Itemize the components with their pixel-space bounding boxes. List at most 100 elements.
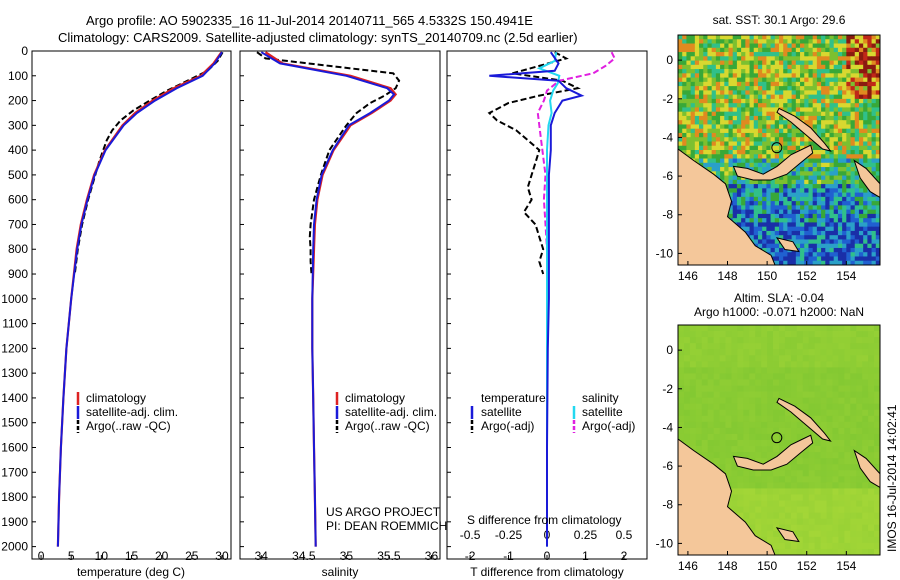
sla-cell bbox=[850, 421, 857, 429]
sla-cell bbox=[856, 427, 863, 435]
sst-cell bbox=[842, 107, 847, 113]
sla-cell bbox=[707, 331, 715, 338]
sst-cell bbox=[741, 162, 746, 168]
lat-tick-label: -10 bbox=[656, 246, 674, 260]
sla-cell bbox=[844, 470, 851, 477]
sst-cell bbox=[724, 47, 729, 53]
sst-cell bbox=[749, 43, 755, 49]
sla-cell bbox=[820, 355, 827, 362]
sla-cell bbox=[850, 337, 857, 344]
sst-cell bbox=[762, 52, 767, 57]
sst-cell bbox=[821, 150, 826, 155]
sst-cell bbox=[812, 162, 818, 168]
sst-cell bbox=[678, 86, 683, 91]
sla-cell bbox=[790, 458, 798, 465]
sla-cell bbox=[844, 403, 851, 411]
sla-cell bbox=[826, 470, 833, 477]
sst-cell bbox=[800, 137, 805, 142]
sst-cell bbox=[867, 90, 872, 96]
sla-cell bbox=[695, 415, 703, 423]
sst-cell bbox=[694, 145, 700, 151]
sla-cell bbox=[868, 512, 875, 520]
sst-cell bbox=[863, 209, 868, 215]
sla-cell bbox=[713, 355, 720, 362]
sst-cell bbox=[854, 81, 860, 87]
sst-cell bbox=[690, 81, 696, 87]
sst-cell bbox=[745, 196, 750, 202]
sla-cell bbox=[767, 343, 774, 350]
sla-cell bbox=[814, 506, 821, 514]
sst-cell bbox=[779, 115, 784, 121]
sst-cell bbox=[837, 145, 843, 151]
sla-cell bbox=[773, 518, 780, 526]
sla-cell bbox=[743, 506, 750, 514]
sla-cell bbox=[719, 458, 726, 465]
sst-cell bbox=[766, 162, 771, 168]
sst-cell bbox=[816, 252, 822, 257]
sst-cell bbox=[821, 252, 826, 257]
sla-cell bbox=[784, 494, 792, 501]
salinity-satellite-line bbox=[260, 51, 396, 547]
sst-cell bbox=[837, 111, 843, 117]
sst-cell bbox=[678, 132, 683, 138]
sla-cell bbox=[701, 433, 709, 441]
sst-cell bbox=[812, 247, 818, 253]
sst-cell bbox=[825, 86, 830, 91]
sst-cell bbox=[842, 154, 847, 159]
sst-cell bbox=[766, 201, 771, 206]
sst-cell bbox=[694, 64, 700, 70]
sla-cell bbox=[784, 482, 792, 489]
sla-cell bbox=[701, 427, 709, 435]
sst-cell bbox=[707, 115, 713, 121]
sst-cell bbox=[825, 188, 830, 193]
sst-cell bbox=[858, 243, 864, 249]
sst-cell bbox=[791, 171, 797, 176]
sst-cell bbox=[833, 60, 839, 66]
sla-cell bbox=[790, 494, 798, 501]
sla-cell bbox=[820, 500, 827, 507]
sst-cell bbox=[732, 69, 738, 74]
sla-cell bbox=[856, 331, 863, 338]
sst-cell bbox=[846, 179, 851, 185]
sst-cell bbox=[821, 196, 826, 202]
sst-cell bbox=[757, 154, 763, 159]
sst-cell bbox=[745, 141, 750, 147]
sla-cell bbox=[826, 379, 833, 386]
sla-cell bbox=[856, 524, 863, 532]
sla-cell bbox=[850, 385, 857, 392]
sla-cell bbox=[737, 397, 744, 405]
sst-cell bbox=[720, 115, 725, 121]
sst-cell bbox=[787, 64, 793, 70]
sst-cell bbox=[837, 132, 843, 138]
sla-cell bbox=[779, 548, 786, 555]
sst-cell bbox=[795, 132, 801, 138]
sst-cell bbox=[825, 213, 830, 219]
sla-cell bbox=[844, 506, 851, 514]
sla-cell bbox=[838, 325, 845, 332]
sst-cell bbox=[867, 239, 872, 245]
sst-cell bbox=[816, 230, 822, 236]
sst-cell bbox=[779, 218, 784, 223]
sst-cell bbox=[757, 69, 763, 74]
sst-cell bbox=[829, 94, 835, 100]
sla-cell bbox=[838, 506, 845, 514]
sst-cell bbox=[694, 158, 700, 164]
sst-cell bbox=[795, 226, 801, 232]
sla-cell bbox=[707, 415, 715, 423]
sst-cell bbox=[875, 175, 880, 181]
sst-cell bbox=[858, 98, 864, 104]
lon-tick-label: 152 bbox=[797, 269, 817, 283]
sst-cell bbox=[842, 162, 847, 168]
sla-cell bbox=[796, 506, 804, 514]
sst-cell bbox=[821, 94, 826, 100]
sst-map-frame bbox=[677, 34, 881, 266]
sst-cell bbox=[690, 35, 696, 40]
sst-cell bbox=[749, 226, 755, 232]
sst-cell bbox=[741, 69, 746, 74]
sst-cell bbox=[837, 188, 843, 193]
sst-cell bbox=[762, 90, 767, 96]
temperature-tick-labels: 0 5 10 15 20 25 30 bbox=[38, 549, 229, 563]
sst-cell bbox=[745, 150, 750, 155]
x-tick-label: 0 bbox=[38, 549, 45, 563]
sla-cell bbox=[683, 433, 691, 441]
